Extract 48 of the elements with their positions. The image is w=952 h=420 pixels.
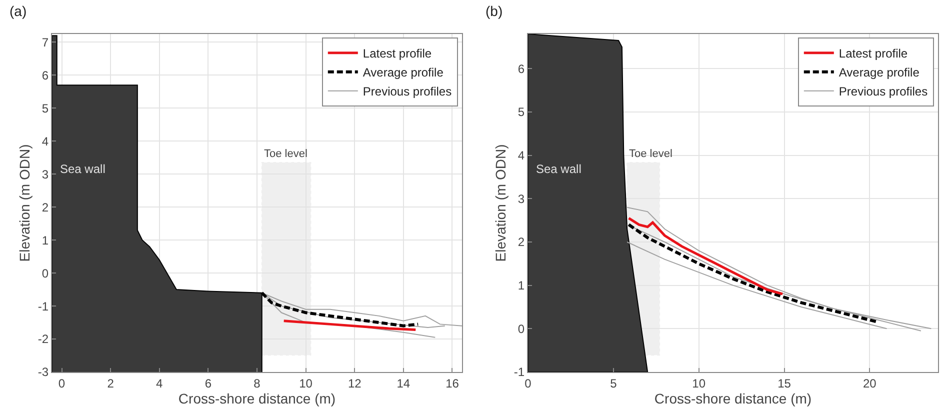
y-tick-label: -1 <box>514 365 525 380</box>
legend-label: Latest profile <box>838 46 908 61</box>
chart-title: (a) <box>10 3 27 20</box>
y-tick-label: 1 <box>42 233 49 248</box>
x-tick-label: 15 <box>778 376 792 390</box>
x-tick-label: 6 <box>204 376 212 390</box>
y-tick-label: 6 <box>42 68 49 82</box>
y-tick-label: -3 <box>38 365 49 380</box>
annotation: Sea wall <box>536 162 582 176</box>
x-tick-label: 12 <box>348 376 362 390</box>
legend-label: Previous profiles <box>838 84 928 99</box>
y-tick-label: 4 <box>518 148 525 163</box>
y-axis-title: Elevation (m ODN) <box>492 144 509 262</box>
y-tick-label: 4 <box>42 134 49 148</box>
x-tick-label: 8 <box>254 376 261 390</box>
y-axis-title: Elevation (m ODN) <box>16 144 33 262</box>
y-tick-label: 2 <box>42 200 49 214</box>
y-tick-label: 3 <box>518 192 525 206</box>
x-tick-label: 16 <box>446 376 460 390</box>
y-tick-label: 5 <box>518 105 525 120</box>
y-tick-label: -1 <box>38 299 49 314</box>
y-tick-label: 1 <box>518 278 525 293</box>
x-tick-label: 10 <box>692 376 706 390</box>
x-axis-title: Cross-shore distance (m) <box>178 390 336 407</box>
y-tick-label: 2 <box>518 235 525 250</box>
chart-title: (b) <box>486 3 503 20</box>
x-tick-label: 2 <box>107 376 114 390</box>
x-tick-label: 5 <box>610 376 618 390</box>
y-tick-label: 0 <box>42 266 49 280</box>
x-tick-label: 14 <box>396 376 410 390</box>
y-tick-label: 0 <box>518 322 525 336</box>
y-tick-label: 6 <box>518 62 525 76</box>
x-axis-title: Cross-shore distance (m) <box>654 390 812 407</box>
x-tick-label: 4 <box>156 376 164 390</box>
x-tick-label: 10 <box>299 376 313 390</box>
legend-label: Previous profiles <box>362 84 452 99</box>
band-label: Toe level <box>264 148 308 160</box>
legend-label: Average profile <box>362 66 444 80</box>
band-label: Toe level <box>629 148 672 160</box>
y-tick-label: -2 <box>38 332 49 346</box>
legend-label: Latest profile <box>362 46 432 61</box>
x-tick-label: 20 <box>862 376 877 390</box>
legend-label: Average profile <box>838 66 920 80</box>
x-tick-label: 0 <box>58 376 66 390</box>
y-tick-label: 5 <box>42 101 49 116</box>
y-tick-label: 3 <box>42 167 49 182</box>
annotation: Sea wall <box>60 162 106 176</box>
y-tick-label: 7 <box>42 35 49 50</box>
